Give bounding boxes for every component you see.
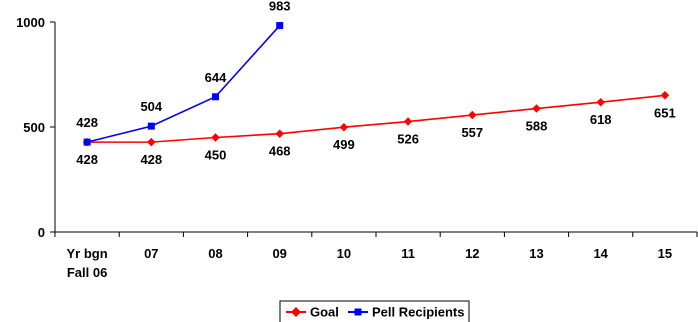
x-tick-label: Yr bgn Fall 06 [67, 246, 108, 280]
goal-line [87, 94, 665, 143]
goal-point [147, 137, 156, 147]
goal-point [660, 91, 670, 100]
goal-data-label: 428 [76, 152, 98, 167]
axes: 0 500 1000 Yr bgn Fall 06 07 08 09 10 11 12 13 14 15 [16, 15, 698, 280]
x-tick-label: 14 [593, 246, 608, 261]
goal-point [596, 97, 605, 107]
legend-goal-marker [291, 307, 301, 317]
legend-pell-label: Pell Recipients [372, 305, 464, 320]
x-tick-label: 09 [272, 246, 286, 261]
goal-data-label: 526 [397, 132, 419, 147]
pell-recipients-point [212, 93, 219, 101]
y-tick-label: 0 [38, 225, 45, 240]
y-tick-label: 1000 [16, 15, 45, 30]
goal-data-label: 557 [461, 125, 483, 140]
goal-data-label: 450 [205, 148, 227, 163]
pell-recipients-point [147, 122, 155, 130]
y-tick-label: 500 [23, 120, 45, 135]
pell-recipients-point [276, 22, 284, 30]
legend-box [279, 300, 470, 322]
data-labels: 428 428 450 468 499 526 557 588 618 651 428 504 644 9… [76, 0, 676, 167]
pell-recipients-point [83, 138, 91, 146]
x-tick-label: 07 [144, 246, 158, 261]
x-tick-label: 12 [465, 246, 479, 261]
goal-point [468, 110, 477, 120]
legend-pell-marker [354, 308, 362, 316]
pell-recipients-data-label: 504 [140, 99, 162, 114]
goal-data-label: 428 [140, 152, 162, 167]
goal-data-label: 468 [269, 144, 291, 159]
x-tick-label: 11 [401, 246, 415, 261]
pell-recipients-data-label: 644 [205, 70, 227, 85]
x-tick-label: 10 [337, 246, 351, 261]
goal-data-label: 651 [654, 105, 676, 120]
goal-data-label: 588 [526, 119, 548, 134]
series-layer [82, 22, 670, 147]
goal-point [532, 104, 541, 113]
goal-point [211, 133, 220, 142]
goal-point [403, 117, 413, 126]
goal-data-label: 499 [333, 137, 355, 152]
x-tick-label: 13 [529, 246, 543, 261]
goal-point [339, 122, 349, 132]
pell-recipients-data-label: 983 [269, 0, 291, 14]
pell-recipients-data-label: 428 [76, 115, 98, 130]
legend-goal-label: Goal [310, 305, 339, 320]
x-tick-label: 15 [658, 246, 672, 261]
legend: Goal Pell Recipients [279, 300, 470, 322]
pell-recipients-line [86, 25, 281, 143]
goal-data-label: 618 [590, 112, 612, 127]
goal-point [275, 129, 284, 138]
x-tick-label: 08 [208, 246, 222, 261]
